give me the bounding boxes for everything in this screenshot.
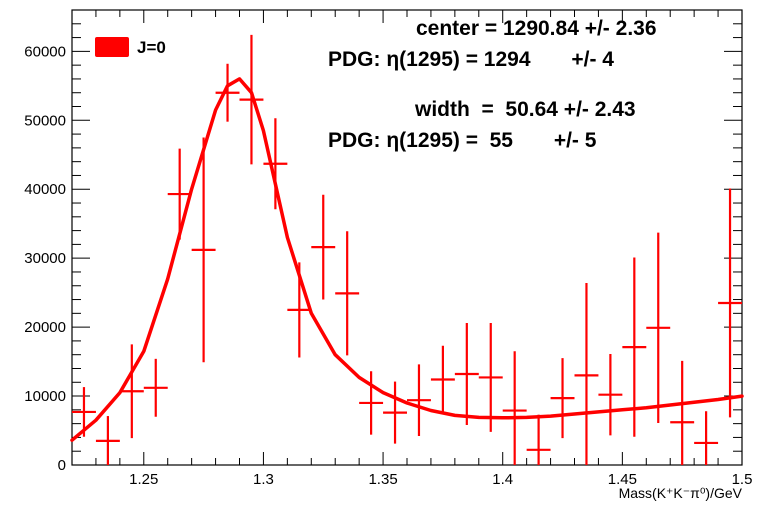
data-point — [574, 283, 599, 465]
data-point — [550, 358, 575, 439]
data-point — [215, 63, 240, 122]
y-tick-label: 0 — [58, 457, 66, 474]
data-point — [694, 411, 719, 465]
fit-curve-group — [70, 77, 744, 442]
data-point — [95, 416, 120, 465]
legend-swatch — [95, 37, 129, 57]
data-point — [622, 257, 647, 437]
annotation-center: center = 1290.84 +/- 2.36 — [416, 17, 657, 40]
data-point — [478, 322, 503, 432]
data-point — [430, 345, 455, 414]
data-point — [670, 360, 695, 465]
data-point — [191, 137, 216, 363]
x-tick-label: 1.35 — [368, 471, 397, 488]
y-tick-label: 30000 — [24, 250, 66, 267]
y-tick-label: 10000 — [24, 388, 66, 405]
data-point — [143, 358, 168, 417]
data-point — [646, 232, 671, 423]
text-layer: center = 1290.84 +/- 2.36 PDG: η(1295) =… — [95, 17, 743, 501]
y-tick-label: 20000 — [24, 319, 66, 336]
fit-curve — [70, 77, 744, 442]
data-point — [383, 381, 407, 444]
data-point — [311, 194, 336, 300]
data-point — [718, 188, 742, 418]
annotation-width: width = 50.64 +/- 2.43 — [414, 98, 636, 121]
data-point — [167, 148, 192, 240]
data-point — [407, 364, 431, 437]
data-points — [72, 34, 742, 465]
data-point — [239, 34, 264, 165]
data-point — [335, 231, 360, 356]
data-point — [502, 351, 527, 465]
x-tick-label: 1.4 — [492, 471, 513, 488]
x-axis-title: Mass(K⁺K⁻π⁰)/GeV — [619, 485, 743, 501]
x-tick-label: 1.3 — [253, 471, 274, 488]
data-point — [598, 354, 623, 436]
y-tick-label: 40000 — [24, 181, 66, 198]
x-tick-label: 1.25 — [129, 471, 158, 488]
x-tick-label: 1.45 — [608, 471, 637, 488]
data-point — [454, 322, 479, 426]
annotation-width-pdg: PDG: η(1295) = 55 +/- 5 — [328, 129, 597, 152]
data-point — [119, 344, 144, 439]
y-tick-label: 60000 — [24, 43, 66, 60]
data-point — [263, 118, 288, 210]
x-tick-label: 1.5 — [732, 471, 753, 488]
data-point — [359, 371, 384, 435]
legend-label: J=0 — [137, 38, 166, 57]
axis-ticks: 1.25 1.3 1.35 1.4 1.45 1.5 0 10000 20000 30000 400… — [24, 9, 753, 488]
y-tick-label: 50000 — [24, 112, 66, 129]
data-point — [526, 414, 551, 465]
annotation-center-pdg: PDG: η(1295) = 1294 +/- 4 — [328, 48, 614, 71]
